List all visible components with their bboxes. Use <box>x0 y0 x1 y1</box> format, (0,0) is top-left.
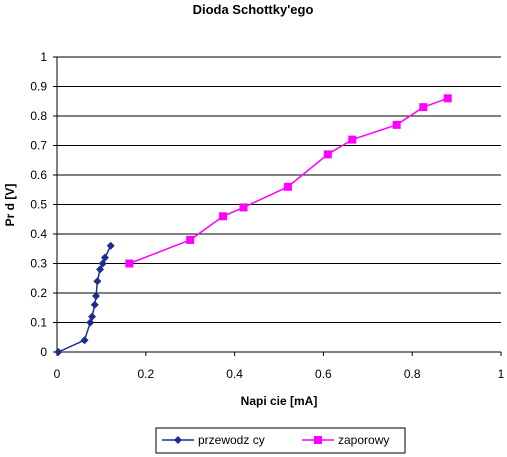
x-tick-label: 1 <box>498 367 505 381</box>
data-point-przewodzacy <box>90 300 99 309</box>
data-point-przewodzacy <box>98 259 107 268</box>
data-point-przewodzacy <box>80 336 89 345</box>
data-point-zaporowy <box>348 135 357 144</box>
y-tick-label: 1 <box>40 50 47 64</box>
data-point-zaporowy <box>125 259 134 268</box>
x-tick-label: 0.4 <box>226 367 243 381</box>
data-point-przewodzacy <box>96 265 105 274</box>
data-point-przewodzacy <box>86 318 95 327</box>
plot-area: 0 0.1 0.2 0.3 0.4 0.5 0.6 0.7 0.8 0.9 1 0 0.2 0.4 0.6… <box>30 50 504 381</box>
data-point-przewodzacy <box>54 348 63 356</box>
chart-title: Dioda Schottky'ego <box>193 2 314 17</box>
y-tick-label: 0.2 <box>30 286 47 300</box>
data-point-zaporowy <box>283 182 292 191</box>
data-point-zaporowy <box>419 103 428 112</box>
y-tick-label: 0.3 <box>30 257 47 271</box>
data-point-przewodzacy <box>92 291 101 300</box>
x-tick-label: 0.2 <box>137 367 154 381</box>
y-tick-label: 0.7 <box>30 139 47 153</box>
series-layer <box>54 94 452 356</box>
y-tick-label: 0.6 <box>30 168 47 182</box>
data-point-przewodzacy <box>106 241 115 250</box>
legend-box <box>155 427 406 454</box>
data-point-zaporowy <box>392 120 401 129</box>
legend-marker-przewodzacy <box>174 436 182 444</box>
y-axis-label: Pr d [V] <box>3 184 17 227</box>
y-tick-label: 0.4 <box>30 227 47 241</box>
data-point-przewodzacy <box>100 253 109 262</box>
data-point-przewodzacy <box>88 312 97 321</box>
y-tick-label: 0 <box>40 345 47 359</box>
legend-marker-zaporowy <box>314 436 322 444</box>
x-ticks: 0 0.2 0.4 0.6 0.8 1 <box>54 352 505 381</box>
y-tick-label: 0.1 <box>30 316 47 330</box>
legend-label-przewodzacy: przewodz cy <box>198 433 265 447</box>
data-point-zaporowy <box>443 94 452 103</box>
legend: przewodz cy zaporowy <box>155 427 406 454</box>
x-tick-label: 0 <box>54 367 61 381</box>
data-point-zaporowy <box>186 235 195 244</box>
x-tick-label: 0.6 <box>315 367 332 381</box>
y-tick-label: 0.8 <box>30 109 47 123</box>
data-point-zaporowy <box>219 212 228 221</box>
data-point-zaporowy <box>323 150 332 159</box>
data-point-zaporowy <box>239 203 248 212</box>
legend-label-zaporowy: zaporowy <box>338 433 389 447</box>
x-tick-label: 0.8 <box>404 367 421 381</box>
data-point-przewodzacy <box>93 277 102 286</box>
x-axis-label: Napi cie [mA] <box>241 394 318 408</box>
y-tick-label: 0.5 <box>30 198 47 212</box>
series-line-zaporowy <box>129 97 448 265</box>
y-tick-label: 0.9 <box>30 80 47 94</box>
y-ticks: 0 0.1 0.2 0.3 0.4 0.5 0.6 0.7 0.8 0.9 1 <box>30 50 57 359</box>
